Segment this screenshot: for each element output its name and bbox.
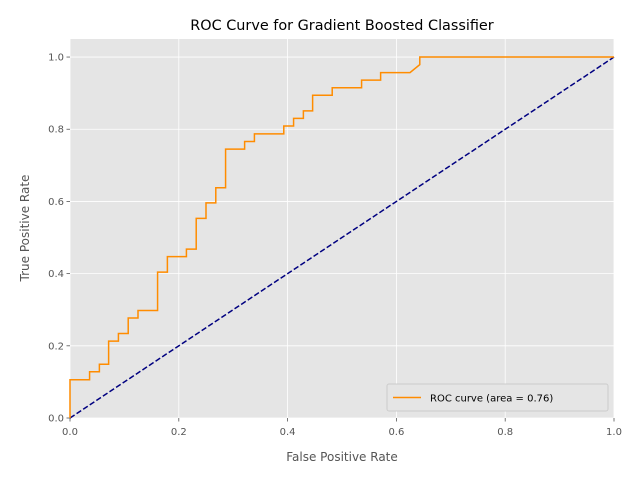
x-tick-label: 0.0 <box>62 427 78 438</box>
chance-diagonal-line <box>69 56 615 419</box>
y-tick-label: 0.0 <box>48 414 64 425</box>
tick-labels: 0.0 0.2 0.4 0.6 0.8 1.0 0.0 0.2 0.4 0.6 0.8 1.0 <box>48 53 622 438</box>
x-axis-label: False Positive Rate <box>286 450 398 464</box>
chart-title: ROC Curve for Gradient Boosted Classifie… <box>190 18 494 34</box>
x-tick-label: 0.2 <box>171 427 187 438</box>
legend-box <box>386 383 609 412</box>
legend-label: ROC curve (area = 0.76) <box>430 394 553 405</box>
grid-lines <box>69 39 615 419</box>
x-tick-label: 0.8 <box>497 427 513 438</box>
y-axis-label: True Positive Rate <box>18 175 32 283</box>
y-tick-label: 0.8 <box>48 125 64 136</box>
y-tick-label: 0.2 <box>48 341 64 352</box>
x-tick-label: 1.0 <box>606 427 622 438</box>
x-tick-label: 0.6 <box>388 427 404 438</box>
x-tick-label: 0.4 <box>280 427 296 438</box>
y-tick-label: 0.4 <box>48 269 64 280</box>
plot-background <box>70 39 614 418</box>
y-tick-label: 0.6 <box>48 197 64 208</box>
series-lines <box>69 56 615 419</box>
roc-curve-line <box>69 56 614 418</box>
legend: ROC curve (area = 0.76) <box>386 383 609 412</box>
y-tick-label: 1.0 <box>48 53 64 64</box>
